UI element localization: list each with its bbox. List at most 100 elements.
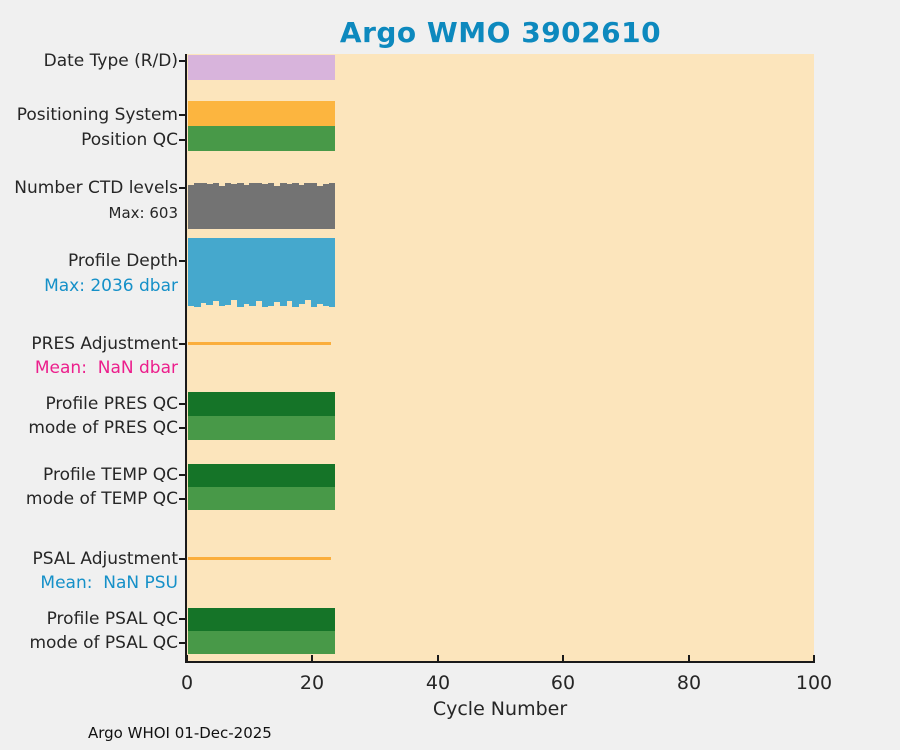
y-tick (179, 403, 186, 405)
cycle-bar (188, 185, 195, 229)
row-label-mode-psal-qc: mode of PSAL QC (29, 633, 178, 653)
y-tick (179, 427, 186, 429)
cycle-bar (304, 183, 312, 229)
cycle-bar (206, 184, 214, 229)
x-tick-label: 0 (180, 672, 194, 694)
cycle-bar (316, 185, 324, 229)
cycle-bar (298, 184, 305, 229)
profile-pres-qc-bar (188, 392, 335, 416)
row-sublabel-depth-max: Max: 2036 dbar (44, 276, 178, 296)
x-tick-label: 60 (550, 672, 576, 694)
row-label-ctd-levels: Number CTD levels (14, 178, 178, 198)
row-label-mode-temp-qc: mode of TEMP QC (25, 489, 178, 509)
cycle-bar (194, 238, 201, 307)
cycle-bar (224, 183, 232, 229)
row-sublabel-pres-mean: Mean: NaN dbar (34, 358, 178, 378)
cycle-bar (273, 186, 281, 229)
cycle-bar (286, 238, 293, 302)
profile-psal-qc-bar (188, 608, 335, 631)
cycle-bar (218, 185, 226, 229)
profile-depth-bar (188, 238, 335, 307)
cycle-bar (298, 238, 305, 305)
x-tick (813, 655, 815, 662)
cycle-bar (267, 183, 275, 229)
chart-title: Argo WMO 3902610 (339, 16, 662, 49)
cycle-bar (200, 238, 207, 303)
row-label-date-type: Date Type (R/D) (43, 51, 178, 71)
cycle-bar (224, 238, 232, 306)
cycle-bar (328, 238, 335, 307)
y-tick (179, 187, 186, 189)
y-tick (179, 618, 186, 620)
cycle-bar (237, 183, 244, 229)
date-type-bar (188, 55, 335, 80)
cycle-bar (212, 183, 220, 229)
ctd-levels-bar (188, 183, 335, 229)
mode-psal-qc-bar (188, 631, 335, 654)
x-tick (186, 655, 188, 662)
cycle-bar (261, 238, 269, 307)
row-label-position-qc: Position QC (81, 130, 178, 150)
profile-temp-qc-bar (188, 464, 335, 487)
x-tick-label: 100 (795, 672, 833, 694)
y-tick (179, 343, 186, 345)
cycle-bar (310, 238, 318, 307)
y-tick (179, 474, 186, 476)
y-tick (179, 642, 186, 644)
y-tick (179, 114, 186, 116)
cycle-bar (261, 184, 269, 229)
row-sublabel-ctd-max: Max: 603 (108, 204, 178, 222)
figure-footer: Argo WHOI 01-Dec-2025 (88, 724, 272, 742)
cycle-bar (255, 238, 263, 302)
row-label-mode-pres-qc: mode of PRES QC (28, 418, 178, 438)
cycle-bar (267, 238, 275, 306)
cycle-bar (218, 238, 226, 307)
cycle-bar (243, 185, 250, 229)
x-tick-label: 40 (425, 672, 451, 694)
x-tick (311, 655, 313, 662)
x-tick-label: 20 (299, 672, 325, 694)
cycle-bar (237, 238, 244, 307)
cycle-bar (322, 238, 330, 306)
row-label-profile-pres-qc: Profile PRES QC (45, 394, 178, 414)
cycle-bar (230, 238, 238, 301)
x-axis-label: Cycle Number (432, 698, 568, 720)
row-label-profile-temp-qc: Profile TEMP QC (43, 465, 178, 485)
cycle-bar (316, 238, 324, 304)
pres-adjustment-line (188, 342, 331, 345)
position-qc-bar (188, 126, 335, 151)
cycle-bar (322, 184, 330, 229)
row-label-pres-adj: PRES Adjustment (31, 334, 178, 354)
x-axis-line (185, 661, 815, 663)
y-axis-line (185, 54, 187, 663)
y-tick (179, 260, 186, 262)
cycle-bar (279, 183, 287, 229)
plot-area (187, 54, 814, 662)
psal-adjustment-line (188, 557, 331, 560)
y-tick (179, 139, 186, 141)
cycle-bar (188, 238, 195, 306)
cycle-bar (310, 183, 318, 229)
cycle-bar (249, 183, 256, 229)
y-tick (179, 60, 186, 62)
row-label-psal-adj: PSAL Adjustment (32, 549, 178, 569)
cycle-bar (249, 238, 256, 306)
cycle-bar (194, 183, 201, 229)
cycle-bar (200, 183, 207, 229)
cycle-bar (292, 183, 299, 229)
cycle-bar (206, 238, 214, 306)
cycle-bar (279, 238, 287, 307)
y-tick (179, 498, 186, 500)
mode-temp-qc-bar (188, 487, 335, 510)
cycle-bar (292, 238, 299, 307)
x-tick-label: 80 (676, 672, 702, 694)
row-label-profile-depth: Profile Depth (67, 251, 178, 271)
cycle-bar (212, 238, 220, 301)
x-tick (437, 655, 439, 662)
positioning-system-bar (188, 101, 335, 126)
cycle-bar (230, 183, 238, 229)
cycle-bar (328, 183, 335, 229)
cycle-bar (255, 183, 263, 229)
mode-pres-qc-bar (188, 416, 335, 440)
